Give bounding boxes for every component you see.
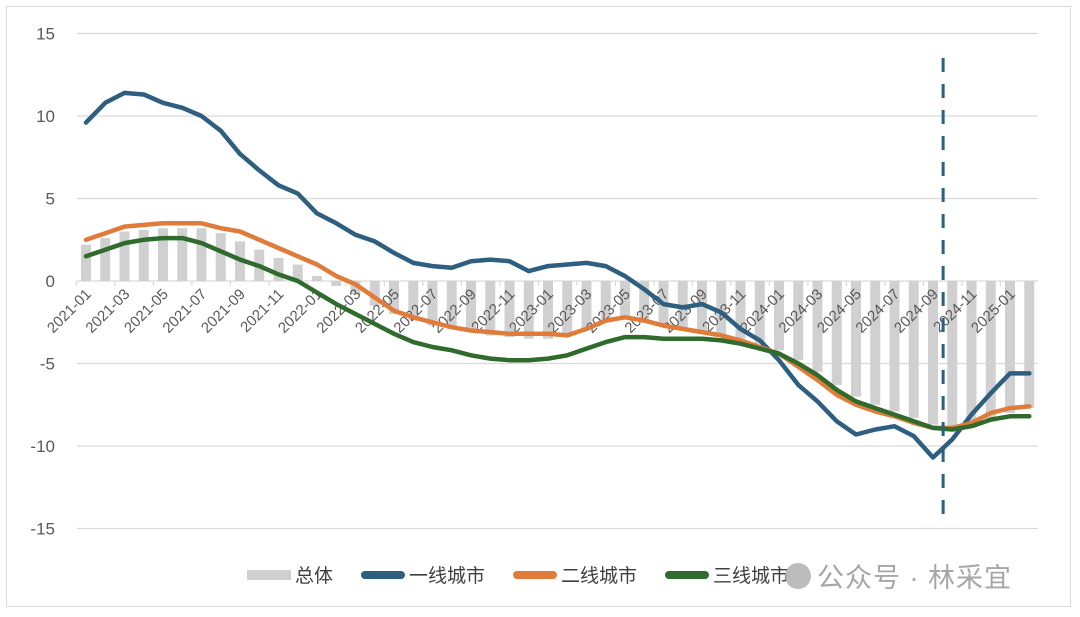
bar <box>1024 281 1035 409</box>
legend-label: 一线城市 <box>409 566 486 587</box>
bar <box>408 281 419 321</box>
bar <box>485 281 496 336</box>
legend-item-tier2: 二线城市 <box>513 561 637 588</box>
bar <box>639 281 650 321</box>
legend-swatch-line <box>513 570 558 579</box>
y-tick-label: -10 <box>30 437 55 456</box>
legend-label: 总体 <box>295 566 334 587</box>
legend-item-overall: 总体 <box>247 561 333 588</box>
bar <box>851 281 861 397</box>
series-line <box>83 221 1032 431</box>
series-lines <box>83 90 1032 460</box>
bar <box>697 281 707 333</box>
y-tick-label: -15 <box>30 520 55 539</box>
bar <box>966 281 977 428</box>
legend-swatch-bar <box>247 569 291 580</box>
bar <box>196 228 207 281</box>
bar <box>889 281 900 412</box>
bar <box>774 281 784 351</box>
legend-item-tier1: 一线城市 <box>361 561 485 588</box>
y-tick-label: -5 <box>40 355 55 374</box>
legend-swatch-line <box>665 570 710 579</box>
bar <box>273 257 284 281</box>
bar <box>620 281 630 318</box>
bar <box>1005 281 1015 413</box>
bar <box>292 264 303 281</box>
chart-frame <box>6 6 1071 607</box>
bar <box>138 229 149 281</box>
series-line <box>83 90 1032 460</box>
wechat-icon <box>785 562 811 589</box>
bar <box>581 281 592 329</box>
bar <box>119 231 130 281</box>
bar <box>985 281 996 422</box>
legend-item-tier3: 三线城市 <box>665 561 789 588</box>
watermark-text: 公众号 · 林采宜 <box>817 563 1012 593</box>
bar <box>677 281 688 329</box>
y-axis-labels: 15 10 5 0 -5 -10 -15 <box>30 25 55 539</box>
bar <box>947 281 958 430</box>
bar <box>562 281 573 336</box>
legend: 总体 一线城市 二线城市 三线城市 <box>247 561 817 588</box>
bar <box>100 238 111 281</box>
bar <box>215 233 226 281</box>
bar <box>427 281 438 326</box>
series-line <box>83 235 1032 432</box>
bar <box>543 281 553 339</box>
legend-swatch-line <box>361 570 406 579</box>
bar <box>81 244 91 281</box>
y-tick-label: 5 <box>46 190 55 209</box>
bar <box>158 228 168 281</box>
bar <box>812 281 823 372</box>
legend-label: 二线城市 <box>561 566 638 587</box>
bar <box>466 281 476 333</box>
watermark: 公众号 · 林采宜 <box>785 556 1012 595</box>
bar <box>716 281 727 336</box>
legend-label: 三线城市 <box>713 566 790 587</box>
bar <box>908 281 919 418</box>
y-tick-label: 15 <box>36 25 55 44</box>
bar <box>331 281 342 286</box>
bar <box>369 281 380 306</box>
bar <box>350 281 361 295</box>
bar <box>600 281 611 323</box>
bar <box>177 228 188 281</box>
y-tick-label: 10 <box>36 107 55 126</box>
bar <box>504 281 515 338</box>
bar <box>446 281 457 329</box>
bar <box>523 281 534 339</box>
bar <box>831 281 842 385</box>
bar <box>870 281 881 405</box>
bar <box>754 281 765 344</box>
bar <box>735 281 746 339</box>
y-tick-label: 0 <box>46 272 55 291</box>
bars-overall <box>81 228 1035 430</box>
bar <box>793 281 804 361</box>
bar <box>389 281 399 314</box>
bar <box>312 276 322 281</box>
bar <box>928 281 938 425</box>
